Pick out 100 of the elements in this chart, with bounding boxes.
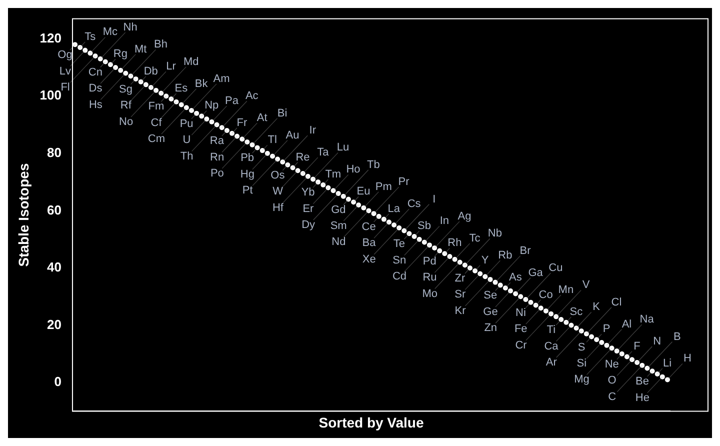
annotation: Tl <box>268 134 277 146</box>
annotation: Po <box>210 167 224 180</box>
annotation: Mn <box>558 284 574 296</box>
annotation: Ir <box>309 124 316 137</box>
y-axis-title: Stable Isotopes <box>15 163 32 267</box>
annotation: As <box>509 272 522 284</box>
annotation: At <box>256 112 268 124</box>
annotation: Ru <box>422 272 437 284</box>
annotation: Cd <box>392 270 407 283</box>
annotation: Cl <box>611 296 622 308</box>
annotation: Bk <box>194 78 208 90</box>
annotation: Ds <box>88 82 103 95</box>
annotation: Rg <box>113 48 128 60</box>
annotation: U <box>182 134 191 146</box>
annotation: Tc <box>469 232 481 244</box>
annotation: K <box>592 301 601 314</box>
text: Fl <box>60 82 70 94</box>
annotation: Os <box>270 169 286 182</box>
x-axis-title: Sorted by Value <box>318 414 424 430</box>
annotation: Si <box>576 357 587 370</box>
annotation: Ne <box>604 358 619 370</box>
annotation: Cm <box>148 133 165 146</box>
annotation: Bi <box>277 107 288 120</box>
annotation: Be <box>636 376 650 388</box>
annotation: P <box>602 323 610 336</box>
annotation: Nd <box>332 236 346 248</box>
annotation: V <box>582 279 590 292</box>
annotation: Sr <box>454 288 466 301</box>
annotation: Er <box>302 202 314 215</box>
annotation: No <box>119 116 134 128</box>
annotation: Ag <box>458 210 472 222</box>
annotation: Ho <box>346 164 360 176</box>
annotation: Ba <box>362 237 377 250</box>
annotation: Mt <box>134 43 147 56</box>
annotation: Db <box>144 65 158 78</box>
annotation: Rf <box>120 100 132 112</box>
annotation: Pa <box>225 94 240 107</box>
annotation: Co <box>538 288 553 301</box>
annotation: Nh <box>123 21 138 34</box>
annotation: Ti <box>546 324 556 336</box>
text: B <box>674 330 681 343</box>
annotation: Xe <box>362 253 376 266</box>
annotation: Re <box>296 151 310 164</box>
annotation: Ge <box>483 306 498 318</box>
annotation: Li <box>663 357 672 370</box>
annotation: Te <box>393 238 406 250</box>
annotation: He <box>635 392 650 404</box>
annotation: Pd <box>422 255 436 268</box>
annotation: Pr <box>398 176 410 188</box>
annotation: Sb <box>418 220 432 232</box>
annotation: Hf <box>272 202 284 214</box>
annotation: Hg <box>240 168 254 180</box>
annotation: Au <box>286 129 300 142</box>
annotation: Sg <box>119 83 133 96</box>
annotation: Fe <box>514 323 528 336</box>
annotation: W <box>272 186 284 198</box>
text: Lv <box>59 65 72 78</box>
annotation: Ta <box>317 146 330 158</box>
annotation: Pu <box>180 118 194 130</box>
annotation: Sm <box>330 220 347 232</box>
y-tick-label: 100 <box>40 88 62 103</box>
annotation: Al <box>622 318 632 330</box>
y-tick-label: 20 <box>47 316 62 332</box>
annotation: Mg <box>574 374 590 386</box>
annotation: In <box>440 215 450 228</box>
annotation: C <box>608 390 616 403</box>
annotation: Rh <box>448 237 462 250</box>
annotation: Ni <box>516 306 526 319</box>
annotation: Se <box>484 290 498 302</box>
annotation: Zr <box>454 272 466 285</box>
annotation: Pm <box>375 180 392 193</box>
annotation: Ca <box>544 340 560 352</box>
annotation: Fm <box>148 100 164 113</box>
annotation: S <box>578 341 586 354</box>
annotation: La <box>388 202 401 215</box>
annotation: Tb <box>366 158 380 171</box>
annotation: Cs <box>407 198 422 210</box>
annotation: Lr <box>166 60 176 73</box>
text: H <box>683 352 692 365</box>
annotation: Cr <box>515 339 528 352</box>
annotation: I <box>432 193 436 206</box>
annotation: O <box>608 374 617 387</box>
y-tick-label: 60 <box>47 202 62 218</box>
annotation: Ar <box>546 356 558 369</box>
annotation: Hs <box>88 98 103 111</box>
annotation: Cu <box>548 262 563 274</box>
annotation: Pb <box>240 152 254 164</box>
annotation: Pt <box>242 184 253 197</box>
annotation: Gd <box>331 204 346 216</box>
annotation: N <box>653 336 662 348</box>
annotation: Ts <box>84 30 96 43</box>
annotation: Fr <box>236 116 248 129</box>
annotation: Dy <box>302 219 316 232</box>
annotation: Mc <box>102 26 118 38</box>
annotation: Rn <box>210 151 224 164</box>
annotation: Br <box>520 244 532 257</box>
annotation: Kr <box>454 304 466 317</box>
annotation: Na <box>640 314 655 326</box>
annotation: Th <box>180 150 194 162</box>
annotation: Md <box>183 56 199 68</box>
